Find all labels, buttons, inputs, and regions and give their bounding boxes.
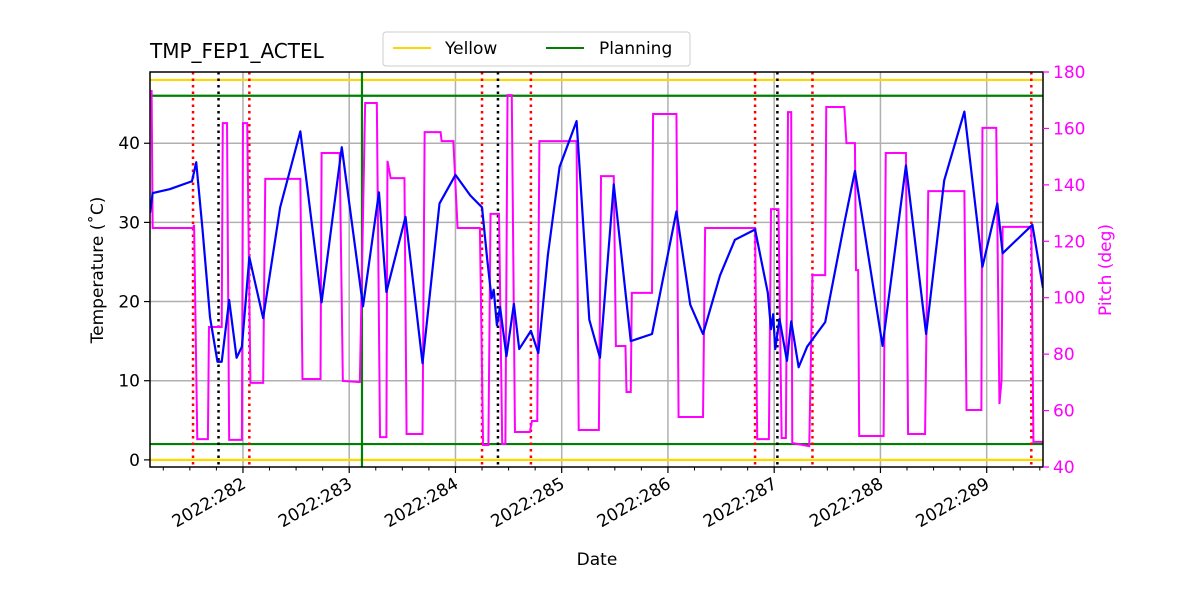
y2-axis-label: Pitch (deg) [1096,224,1116,316]
y-tick-label: 30 [118,213,140,233]
plot-frame [149,71,1044,468]
y2-tick-label: 140 [1053,176,1085,196]
y-axis-label: Temperature (˚C) [87,197,108,345]
pitch-line [150,90,1043,448]
y2-tick-label: 100 [1053,289,1085,309]
legend-box [382,31,691,67]
series [150,90,1043,448]
y2-tick-label: 180 [1053,63,1085,83]
chart-title: TMP_FEP1_ACTEL [149,39,325,63]
x-axis-label: Date [577,550,618,570]
y2-tick-label: 60 [1053,402,1075,422]
y-tick-label: 10 [118,372,140,392]
temperature-line [150,110,1043,369]
y2-tick-label: 120 [1053,232,1085,252]
legend: Yellow Planning [382,31,691,67]
y-tick-label: 0 [129,451,140,471]
legend-label-yellow: Yellow [444,39,497,59]
y2-tick-label: 40 [1053,458,1075,478]
y-tick-label: 40 [118,134,140,154]
y-tick-label: 20 [118,293,140,313]
event-lines [191,72,1033,467]
limit-lines [150,78,1043,461]
y2-tick-label: 160 [1053,119,1085,139]
y2-tick-label: 80 [1053,345,1075,365]
legend-label-planning: Planning [599,39,672,59]
